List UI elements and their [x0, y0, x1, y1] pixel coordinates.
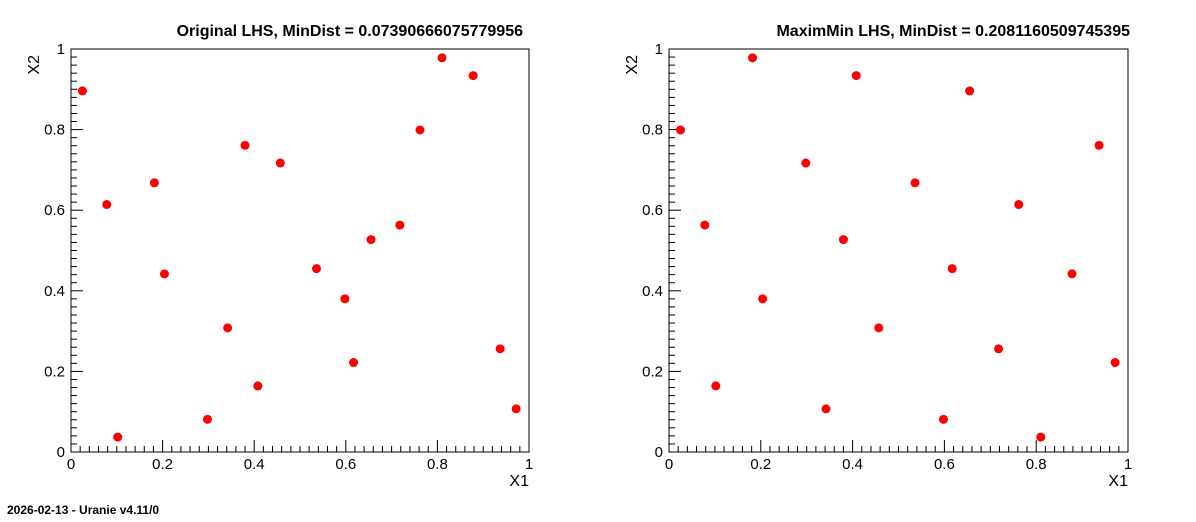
data-point	[159, 269, 169, 279]
data-point	[910, 178, 920, 188]
data-point	[821, 404, 831, 414]
data-point	[253, 381, 263, 391]
y-tick-label: 0	[655, 444, 663, 461]
data-point	[468, 71, 478, 81]
data-point	[77, 86, 87, 96]
data-point	[113, 432, 123, 442]
y-tick-label: 0.8	[44, 122, 65, 139]
data-point	[711, 381, 721, 391]
y-tick-label: 1	[655, 41, 663, 58]
x-tick-label: 0.2	[750, 456, 771, 473]
y-tick-label: 0.4	[642, 283, 663, 300]
x-tick-label: 0	[67, 456, 75, 473]
y-axis: 0 0.2 0.4 0.6 0.8 1 X2	[26, 41, 83, 461]
data-point	[275, 158, 285, 168]
data-points	[675, 53, 1120, 442]
y-axis: 0 0.2 0.4 0.6 0.8 1 X2	[624, 41, 681, 461]
data-point	[511, 404, 521, 414]
y-tick-label: 0.8	[642, 122, 663, 139]
data-point	[1036, 432, 1046, 442]
x-tick-label: 1	[525, 456, 533, 473]
data-point	[437, 53, 447, 63]
chart-title: MaximMin LHS, MinDist = 0.20811605097453…	[776, 23, 1130, 40]
data-point	[700, 220, 710, 230]
data-point	[675, 125, 685, 135]
data-point	[349, 358, 359, 368]
data-point	[1014, 200, 1024, 210]
data-point	[415, 125, 425, 135]
data-point	[149, 178, 159, 188]
data-point	[938, 414, 948, 424]
x-tick-label: 0.8	[1026, 456, 1047, 473]
y-tick-label: 0.2	[642, 363, 663, 380]
y-tick-label: 0.4	[44, 283, 65, 300]
x-axis-label: X1	[509, 473, 529, 490]
data-point	[758, 294, 768, 304]
x-tick-label: 1	[1124, 456, 1132, 473]
data-point	[838, 235, 848, 245]
x-tick-label: 0.4	[842, 456, 863, 473]
data-point	[851, 71, 861, 81]
data-point	[366, 235, 376, 245]
data-point	[223, 323, 233, 333]
data-point	[1067, 269, 1077, 279]
x-tick-label: 0.6	[934, 456, 955, 473]
y-tick-label: 1	[57, 41, 65, 58]
data-point	[311, 264, 321, 274]
x-tick-label: 0.6	[335, 456, 356, 473]
data-point	[495, 344, 505, 354]
data-point	[102, 200, 112, 210]
y-tick-label: 0.6	[44, 202, 65, 219]
y-tick-label: 0	[57, 444, 65, 461]
y-tick-label: 0.6	[642, 202, 663, 219]
x-axis: 0 0.2 0.4 0.6 0.8 1X1	[67, 440, 533, 490]
data-point	[874, 323, 884, 333]
data-point	[994, 344, 1004, 354]
plot-frame	[70, 48, 530, 453]
y-axis-label: X2	[624, 55, 641, 75]
data-point	[965, 86, 975, 96]
footer-label: 2026-02-13 - Uranie v4.11/0	[7, 503, 160, 517]
data-point	[801, 158, 811, 168]
data-point	[340, 294, 350, 304]
x-tick-label: 0.2	[152, 456, 173, 473]
x-axis: 0 0.2 0.4 0.6 0.8 1X1	[665, 440, 1132, 490]
x-axis-label: X1	[1108, 473, 1128, 490]
data-point	[1110, 358, 1120, 368]
x-tick-label: 0.4	[244, 456, 265, 473]
data-point	[1094, 140, 1104, 150]
x-tick-label: 0	[665, 456, 673, 473]
y-axis-label: X2	[26, 55, 43, 75]
data-point	[240, 140, 250, 150]
data-point	[748, 53, 758, 63]
data-point	[202, 414, 212, 424]
scatter-chart-2: MaximMin LHS, MinDist = 0.20811605097453…	[624, 23, 1132, 490]
data-point	[947, 264, 957, 274]
x-tick-label: 0.8	[427, 456, 448, 473]
data-points	[77, 53, 521, 442]
scatter-chart-1: Original LHS, MinDist = 0.07390666075779…	[26, 23, 533, 490]
plot-frame	[668, 48, 1129, 453]
chart-title: Original LHS, MinDist = 0.07390666075779…	[177, 23, 524, 40]
data-point	[395, 220, 405, 230]
y-tick-label: 0.2	[44, 363, 65, 380]
